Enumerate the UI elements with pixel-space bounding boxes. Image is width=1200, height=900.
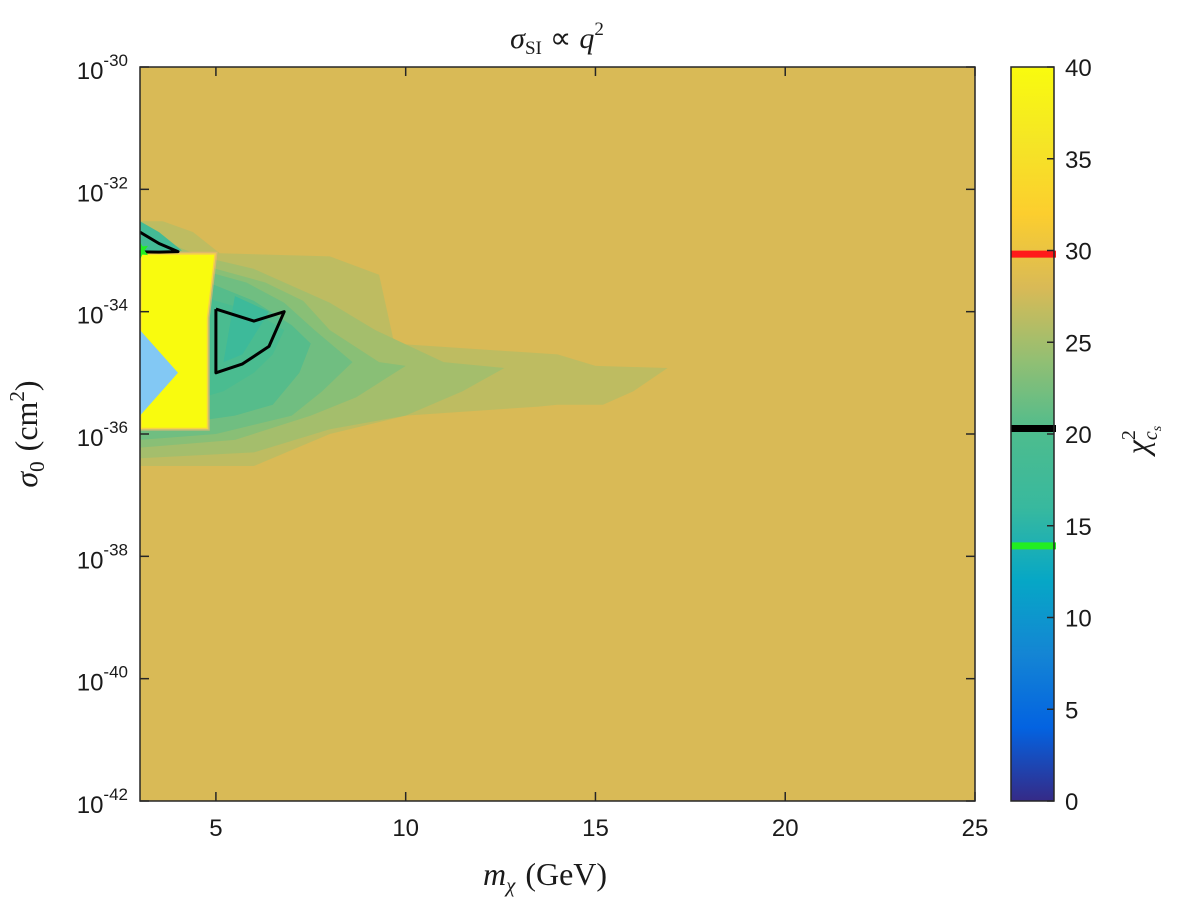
- colorbar-markers: [1011, 250, 1056, 550]
- title-superscript: 2: [594, 19, 604, 40]
- x-tick-label-1: 10: [392, 815, 419, 842]
- ylabel-superscript: 2: [5, 391, 29, 402]
- y-tick-base: 10: [77, 547, 104, 574]
- y-tick-exponent: -42: [103, 785, 128, 804]
- chart-title: σSI ∝ q2: [510, 19, 604, 59]
- xlabel-subscript: χ: [504, 873, 516, 897]
- plot-area: [140, 67, 975, 801]
- x-tick-label-0: 5: [209, 815, 222, 842]
- colorbar-label: χ2cs: [1118, 425, 1165, 457]
- colorbar-ticks: 0 5 10 15 20 25 30 35 40: [1047, 55, 1092, 816]
- y-tick-label-4: 10-34: [77, 296, 128, 330]
- cblabel-subsubscript: s: [1150, 425, 1165, 431]
- best-fit-marker-group: [140, 241, 148, 260]
- y-tick-base: 10: [77, 670, 104, 697]
- y-tick-label-2: 10-38: [77, 540, 128, 574]
- xlabel-unit: (GeV): [525, 856, 607, 892]
- ylabel-unit: (cm: [8, 401, 44, 451]
- colorbar-tick-label-1: 5: [1065, 697, 1078, 724]
- y-tick-exponent: -36: [103, 418, 128, 437]
- y-tick-base: 10: [77, 303, 104, 330]
- contour-line-0: [140, 230, 180, 254]
- best-fit-marker: [140, 241, 148, 260]
- cblabel-symbol: χ: [1119, 439, 1155, 457]
- contour-line-1: [214, 307, 286, 375]
- y-tick-label-3: 10-36: [77, 418, 128, 452]
- ylabel-symbol: σ: [8, 471, 44, 488]
- ylabel-subscript: 0: [25, 461, 49, 472]
- y-tick-exponent: -30: [103, 51, 128, 70]
- y-tick-exponent: -34: [103, 296, 128, 315]
- colorbar-tick-label-7: 35: [1065, 147, 1092, 174]
- ylabel-close: ): [8, 380, 44, 391]
- colorbar-tick-label-5: 25: [1065, 330, 1092, 357]
- x-axis-label: mχ (GeV): [483, 856, 607, 897]
- y-tick-label-6: 10-30: [77, 51, 128, 85]
- y-tick-label-5: 10-32: [77, 173, 128, 207]
- colorbar-tick-label-4: 20: [1065, 422, 1092, 449]
- colorbar-tick-label-8: 40: [1065, 55, 1092, 82]
- x-tick-label-2: 15: [582, 815, 609, 842]
- x-tick-label-4: 25: [962, 815, 989, 842]
- cblabel-superscript: 2: [1118, 430, 1140, 440]
- xlabel-symbol: m: [483, 856, 506, 892]
- heatmap-layer-9: [140, 330, 178, 416]
- x-axis: 5 10 15 20 25: [209, 67, 988, 842]
- colorbar: 0 5 10 15 20 25 30 35 40: [1010, 55, 1092, 816]
- y-tick-base: 10: [77, 792, 104, 819]
- heatmap-layer-6: [140, 221, 182, 254]
- y-tick-label-0: 10-42: [77, 785, 128, 819]
- y-tick-base: 10: [77, 425, 104, 452]
- title-variable: q: [579, 22, 594, 55]
- y-axis-label: σ0 (cm2): [5, 380, 49, 487]
- heatmap-layer-7: [223, 296, 269, 363]
- y-tick-label-1: 10-40: [77, 663, 128, 697]
- y-tick-base: 10: [77, 58, 104, 85]
- title-subscript: SI: [525, 38, 542, 59]
- y-tick-exponent: -40: [103, 663, 128, 682]
- x-tick-label-3: 20: [772, 815, 799, 842]
- colorbar-tick-label-6: 30: [1065, 239, 1092, 266]
- title-symbol: σ: [510, 22, 526, 55]
- colorbar-gradient: [1011, 67, 1054, 801]
- contour-lines: [140, 230, 286, 375]
- title-relation: ∝: [550, 22, 571, 55]
- colorbar-tick-label-0: 0: [1065, 789, 1078, 816]
- colorbar-tick-label-3: 15: [1065, 514, 1092, 541]
- y-tick-base: 10: [77, 180, 104, 207]
- heatmap-layers: [140, 221, 668, 466]
- cblabel-subscript: c: [1140, 431, 1162, 440]
- colorbar-tick-label-2: 10: [1065, 606, 1092, 633]
- y-tick-exponent: -32: [103, 173, 128, 192]
- heatmap-layer-8: [140, 251, 218, 431]
- y-tick-exponent: -38: [103, 540, 128, 559]
